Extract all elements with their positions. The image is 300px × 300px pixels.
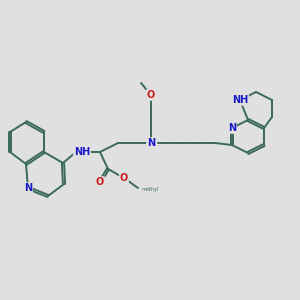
Text: N: N	[24, 183, 32, 193]
Text: N: N	[147, 138, 155, 148]
Text: NH: NH	[232, 95, 248, 105]
Text: O: O	[96, 177, 104, 187]
Text: NH: NH	[74, 147, 90, 157]
Text: N: N	[228, 123, 236, 133]
Text: methyl: methyl	[142, 187, 159, 191]
Text: O: O	[120, 173, 128, 183]
Text: O: O	[147, 90, 155, 100]
